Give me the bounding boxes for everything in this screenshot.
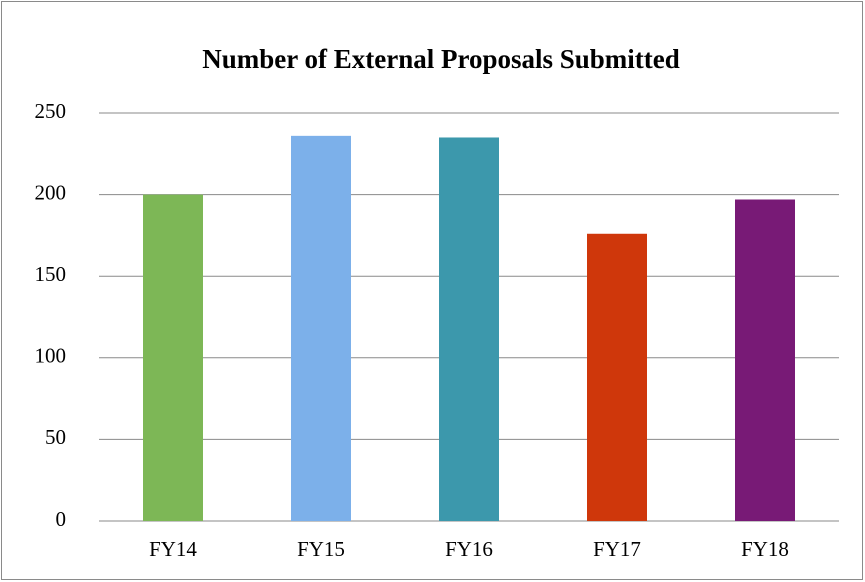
chart-title: Number of External Proposals Submitted	[202, 44, 680, 74]
y-tick-label: 150	[35, 262, 67, 286]
bar	[735, 199, 795, 521]
y-tick-label: 250	[35, 99, 67, 123]
y-tick-label: 200	[35, 180, 67, 204]
y-tick-label: 50	[45, 425, 66, 449]
x-tick-label: FY15	[297, 537, 345, 561]
bar	[587, 233, 647, 521]
bar	[439, 137, 499, 522]
y-tick-label: 100	[35, 344, 67, 368]
x-tick-label: FY16	[445, 537, 493, 561]
x-tick-label: FY18	[741, 537, 789, 561]
y-tick-label: 0	[56, 507, 67, 531]
bar	[291, 135, 351, 521]
x-tick-label: FY14	[149, 537, 197, 561]
x-tick-label: FY17	[593, 537, 641, 561]
bar	[143, 194, 203, 521]
